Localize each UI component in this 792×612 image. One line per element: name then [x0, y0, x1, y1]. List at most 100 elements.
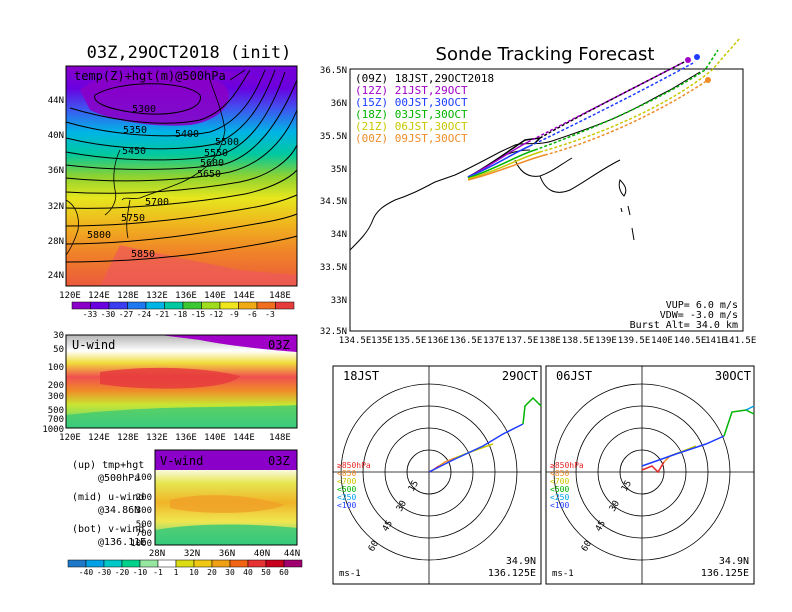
note-line: (up) tmp+hgt — [72, 460, 144, 471]
map-subtitle: temp(Z)+hgt(m)@500hPa — [74, 69, 226, 83]
vwind-level-ticks: 100 200 300 500 700 1000 — [130, 473, 152, 549]
colorbar-swatch — [90, 301, 110, 310]
lat-tick: 33.5N — [320, 263, 347, 273]
temperature-colorbar-labels: -33 -30 -27 -24 -21 -18 -15 -12 -9 -6 -3 — [83, 310, 275, 319]
colorbar-label: -9 — [229, 310, 239, 319]
ring-labels: 15 30 45 60 — [367, 479, 421, 553]
colorbar-swatch — [71, 301, 91, 310]
trajectories — [467, 37, 741, 181]
landing-point — [705, 77, 711, 83]
hodo-lat: 34.9N — [506, 556, 536, 567]
lon-tick: 132E — [146, 291, 168, 301]
ring-label: 60 — [580, 539, 594, 553]
trajectory-21z — [467, 151, 541, 180]
lon-tick: 128E — [117, 291, 139, 301]
colorbar-swatch — [229, 559, 249, 568]
colorbar-swatch — [193, 559, 213, 568]
hodo-units: ms-1 — [339, 569, 361, 579]
colorbar-swatch — [175, 559, 195, 568]
level-entry: <500 — [550, 485, 569, 494]
lon-tick: 141E — [705, 336, 727, 346]
contour-label: 5800 — [87, 230, 111, 241]
colorbar-label: -12 — [209, 310, 224, 319]
level-tick: 700 — [136, 529, 152, 539]
launch-entry: (12Z) 21JST,29OCT — [355, 84, 468, 97]
sonde-params: VUP= 6.0 m/s VDW= -3.0 m/s Burst Alt= 34… — [630, 300, 738, 331]
colorbar-label: 20 — [207, 568, 217, 577]
hodo-level-legend: ≥850hPa <850 <700 <500 <250 <100 — [337, 461, 371, 510]
trajectory-15z — [467, 145, 531, 178]
hodo-date: 29OCT — [502, 369, 538, 383]
contour-label: 5600 — [200, 158, 224, 169]
lon-tick: 139.5E — [618, 336, 651, 346]
legend-notes: (up) tmp+hgt @500hPa (mid) u-wind @34.86… — [72, 460, 146, 548]
trajectory-00z — [467, 154, 546, 181]
level-entry: ≥850hPa — [550, 461, 584, 470]
trajectory-21z-drift — [539, 37, 741, 153]
vwind-time: 03Z — [268, 454, 290, 468]
level-tick: 50 — [53, 345, 64, 355]
lat-tick: 28N — [48, 237, 64, 247]
colorbar-label: 1 — [174, 568, 179, 577]
level-tick: 300 — [48, 392, 64, 402]
ring-label: 30 — [608, 499, 622, 513]
trajectory-18z-drift — [534, 49, 719, 151]
lon-tick: 148E — [269, 291, 291, 301]
colorbar-label: 30 — [225, 568, 235, 577]
temperature-colorbar — [71, 301, 295, 310]
level-tick: 1000 — [42, 425, 64, 435]
level-entry: <850 — [550, 469, 569, 478]
ring-label: 15 — [407, 479, 421, 493]
vwind-lat-ticks: 28N 32N 36N 40N 44N — [149, 549, 300, 559]
contour-label: 5850 — [131, 249, 155, 260]
hodograph-18jst: 15 30 45 60 18JST 29OCT 34.9N 136.125E m… — [332, 365, 542, 585]
lat-tick: 28N — [149, 549, 165, 559]
level-tick: 700 — [48, 415, 64, 425]
lon-tick: 124E — [88, 433, 110, 443]
temperature-field: 5300 5350 5400 5450 5500 5550 5600 5650 … — [65, 65, 298, 287]
colorbar-label: -10 — [133, 568, 148, 577]
lat-tick: 40N — [254, 549, 270, 559]
colorbar-label: -21 — [155, 310, 170, 319]
hodo-time: 06JST — [556, 369, 592, 383]
colorbar-swatch — [164, 301, 184, 310]
hodo-time: 18JST — [343, 369, 379, 383]
level-entry: <500 — [337, 485, 356, 494]
ring-label: 45 — [381, 519, 395, 533]
lon-tick: 136E — [175, 433, 197, 443]
note-line: @136.11E — [98, 537, 146, 548]
level-tick: 500 — [48, 406, 64, 416]
colorbar-label: 60 — [279, 568, 289, 577]
uwind-time: 03Z — [268, 338, 290, 352]
wind-colorbar-labels: -40 -30 -20 -10 -1 1 10 20 30 40 50 60 — [79, 568, 289, 577]
level-tick: 500 — [136, 520, 152, 530]
uwind-panel: U-wind 03Z 30 50 100 200 300 500 700 100… — [42, 331, 298, 443]
colorbar-swatch — [256, 301, 276, 310]
trajectory-15z-drift — [529, 61, 696, 147]
vwind-panel: V-wind 03Z 100 200 300 500 700 1000 28N … — [130, 449, 300, 559]
colorbar-label: -18 — [173, 310, 188, 319]
ring-label: 30 — [395, 499, 409, 513]
colorbar-swatch — [67, 559, 87, 568]
colorbar-label: 50 — [261, 568, 271, 577]
lat-tick: 32.5N — [320, 327, 347, 337]
lon-tick: 135.5E — [394, 336, 427, 346]
colorbar-swatch — [127, 301, 147, 310]
tracking-lat-ticks: 36.5N 36N 35.5N 35N 34.5N 34N 33.5N 33N … — [320, 66, 347, 337]
lat-tick: 36.5N — [320, 66, 347, 76]
hodo-lon: 136.125E — [701, 568, 749, 579]
param-line: VDW= -3.0 m/s — [660, 310, 738, 321]
colorbar-label: -20 — [115, 568, 130, 577]
level-entry: <700 — [337, 477, 356, 486]
colorbar-swatch — [238, 301, 258, 310]
uwind-label: U-wind — [72, 338, 115, 352]
contour-labels: 5300 5350 5400 5450 5500 5550 5600 5650 … — [87, 104, 239, 260]
lat-tick: 32N — [48, 202, 64, 212]
lon-tick: 144E — [233, 291, 255, 301]
colorbar-label: -24 — [137, 310, 152, 319]
lat-tick: 35.5N — [320, 132, 347, 142]
colorbar-swatch — [283, 559, 303, 568]
param-line: Burst Alt= 34.0 km — [630, 320, 738, 331]
level-tick: 300 — [136, 506, 152, 516]
uwind-lon-ticks: 120E 124E 128E 132E 136E 140E 144E 148E — [59, 433, 291, 443]
